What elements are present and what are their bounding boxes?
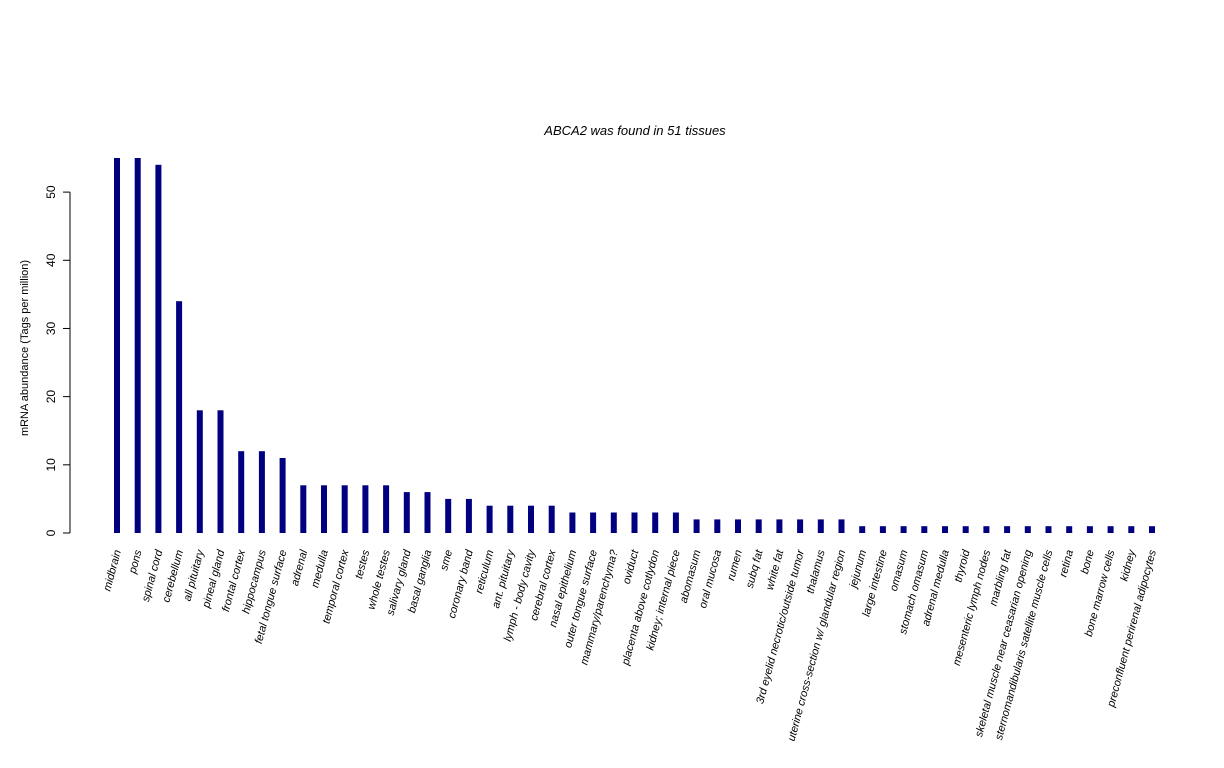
- bar: [528, 505, 534, 533]
- x-tick-label: midbrain: [101, 549, 124, 593]
- x-tick-label: thalamus: [805, 548, 828, 595]
- x-tick-label: adrenal: [289, 548, 310, 587]
- bar: [155, 164, 162, 534]
- bar: [1004, 526, 1011, 533]
- x-tick-label: sme: [438, 549, 455, 572]
- bar: [134, 158, 141, 533]
- bar: [921, 526, 928, 533]
- bar: [735, 519, 741, 533]
- x-tick-label: bone: [1079, 549, 1097, 576]
- bar: [631, 512, 638, 533]
- bar: [859, 526, 866, 533]
- bar: [1024, 526, 1031, 533]
- bar: [341, 485, 348, 533]
- bar: [445, 498, 452, 533]
- bar: [817, 519, 824, 533]
- bar: [900, 526, 907, 533]
- bar: [383, 485, 390, 533]
- y-tick-label: 0: [44, 529, 58, 536]
- bar: [879, 526, 886, 533]
- bar: [507, 505, 514, 533]
- x-tick-label: oviduct: [621, 548, 642, 586]
- bar: [942, 526, 948, 533]
- bar: [983, 526, 990, 533]
- bar: [1149, 526, 1155, 533]
- bar: [403, 492, 410, 533]
- x-tick-label: reticulum: [473, 549, 496, 595]
- bar: [1086, 526, 1093, 533]
- y-axis-label: mRNA abundance (Tags per million): [19, 260, 31, 436]
- bar: [258, 451, 265, 533]
- bar: [962, 526, 969, 533]
- bar: [114, 158, 120, 533]
- x-tick-label: retina: [1057, 549, 1076, 579]
- bar: [693, 519, 700, 533]
- bar: [569, 512, 576, 533]
- y-tick-label: 50: [44, 185, 58, 199]
- x-tick-label: thyroid: [952, 548, 972, 584]
- bar: [838, 519, 845, 533]
- bar: [238, 451, 245, 533]
- bar: [755, 519, 762, 533]
- chart-title: ABCA2 was found in 51 tissues: [543, 123, 726, 138]
- bar: [714, 519, 721, 533]
- x-tick-label: testes: [353, 548, 372, 580]
- bar: [548, 505, 555, 533]
- bar: [776, 519, 783, 533]
- y-tick-label: 20: [44, 390, 58, 404]
- bar: [797, 519, 804, 533]
- x-tick-label: omasum: [888, 549, 911, 593]
- bar: [610, 512, 617, 533]
- bar: [652, 512, 659, 533]
- x-tick-label: jejunum: [847, 549, 869, 591]
- x-tick-label: subq fat: [744, 548, 766, 590]
- bar: [465, 498, 472, 533]
- bar: [590, 512, 597, 533]
- bar: [1066, 526, 1073, 533]
- x-tick-label: medulla: [309, 549, 331, 589]
- bar: [196, 410, 203, 533]
- bar: [279, 458, 286, 533]
- y-tick-label: 10: [44, 458, 58, 472]
- y-tick-label: 40: [44, 253, 58, 267]
- bar: [424, 492, 431, 533]
- bar: [321, 485, 327, 533]
- x-tick-label: pons: [127, 548, 145, 576]
- bar: [217, 410, 224, 533]
- bars: [114, 158, 1155, 534]
- bar: [1107, 526, 1114, 533]
- bar: [176, 301, 183, 533]
- bar: [362, 485, 369, 533]
- bar: [672, 512, 679, 533]
- bar: [1045, 526, 1052, 533]
- bar: [300, 485, 307, 533]
- x-tick-label: rumen: [725, 549, 745, 582]
- x-tick-label: white fat: [764, 548, 786, 592]
- x-tick-label: kidney: [1118, 547, 1138, 582]
- y-tick-label: 30: [44, 321, 58, 335]
- y-axis: 0 10 20 30 40 50: [44, 185, 71, 536]
- bar: [486, 505, 493, 533]
- bar: [1128, 526, 1135, 533]
